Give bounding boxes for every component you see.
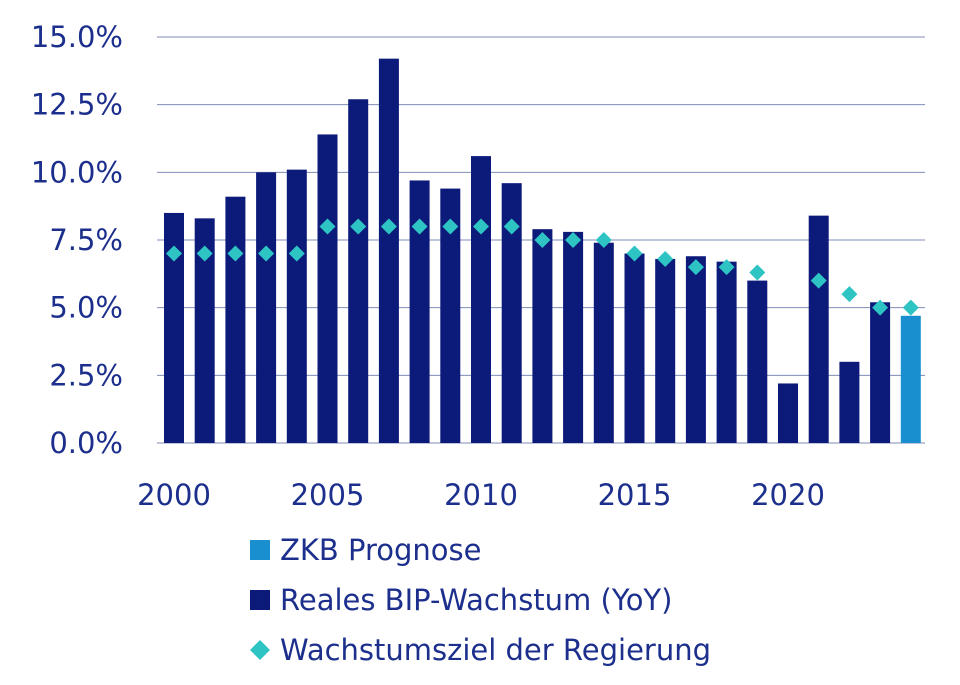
x-tick-label: 2010 — [444, 478, 518, 512]
x-tick-label: 2000 — [137, 478, 211, 512]
gdp-growth-bar — [778, 383, 798, 443]
legend-swatch — [250, 590, 270, 610]
gdp-growth-bar — [532, 229, 553, 443]
target-markers — [166, 218, 919, 316]
gdp-growth-bar — [348, 99, 369, 444]
target-diamond-marker — [473, 218, 489, 235]
y-tick-label: 15.0% — [31, 20, 123, 54]
gdp-growth-bar — [378, 58, 399, 444]
x-tick-label: 2020 — [751, 478, 825, 512]
legend-swatch — [250, 540, 270, 560]
legend-item-target: Wachstumsziel der Regierung — [250, 633, 711, 667]
gdp-growth-bar — [164, 212, 184, 443]
legend-item-gdp-growth: Reales BIP-Wachstum (YoY) — [250, 583, 672, 617]
target-diamond-marker — [810, 272, 827, 289]
gdp-growth-bar — [409, 180, 430, 443]
target-diamond-marker — [166, 245, 182, 262]
y-tick-label: 7.5% — [49, 223, 123, 257]
legend-label: ZKB Prognose — [280, 533, 482, 567]
target-diamond-marker — [380, 218, 397, 235]
target-diamond-marker — [749, 264, 766, 281]
y-tick-label: 5.0% — [49, 291, 123, 325]
target-diamond-marker — [657, 250, 674, 267]
target-diamond-marker — [687, 259, 704, 276]
target-diamond-marker — [258, 245, 275, 262]
legend-label: Wachstumsziel der Regierung — [280, 633, 711, 667]
gdp-growth-bar — [624, 253, 645, 443]
gdp-growth-bar — [808, 215, 829, 443]
gdp-growth-bar — [870, 302, 891, 443]
target-diamond-marker — [595, 232, 612, 248]
gdp-growth-bar — [194, 218, 215, 443]
x-axis-tick-labels: 2000 2005 2010 2015 2020 — [137, 478, 825, 512]
gdp-growth-bar — [563, 231, 584, 443]
gdp-growth-bar — [225, 196, 246, 443]
legend: ZKB Prognose Reales BIP-Wachstum (YoY) Wac… — [250, 533, 711, 667]
x-tick-label: 2005 — [291, 478, 365, 512]
gdp-growth-bar — [839, 361, 860, 443]
target-diamond-marker — [534, 232, 551, 248]
gdp-growth-bar — [501, 183, 522, 443]
gdp-growth-bar — [317, 134, 338, 443]
legend-label: Reales BIP-Wachstum (YoY) — [280, 583, 672, 617]
gdp-growth-bar — [685, 256, 706, 443]
target-diamond-marker — [288, 245, 305, 262]
gdp-growth-bar — [747, 280, 768, 443]
target-diamond-marker — [227, 245, 244, 262]
target-diamond-marker — [442, 218, 459, 235]
target-diamond-marker — [902, 299, 919, 316]
target-diamond-marker — [350, 218, 367, 235]
target-diamond-marker — [872, 299, 889, 316]
target-diamond-marker — [565, 232, 582, 248]
gdp-growth-bar — [716, 261, 737, 443]
gdp-growth-bar — [593, 242, 614, 443]
target-diamond-marker — [841, 286, 858, 303]
target-diamond-marker — [196, 245, 213, 262]
y-tick-label: 0.0% — [49, 426, 123, 460]
target-diamond-marker — [319, 218, 336, 235]
gdp-growth-bar — [440, 188, 461, 443]
target-diamond-marker — [718, 259, 735, 276]
legend-swatch — [250, 640, 270, 660]
y-tick-label: 2.5% — [49, 358, 123, 392]
gdp-growth-bar — [256, 172, 277, 444]
target-diamond-marker — [626, 245, 643, 262]
y-tick-label: 10.0% — [31, 155, 123, 189]
y-axis-tick-labels: 0.0% 2.5% 5.0% 7.5% 10.0% 12.5% 15.0% — [31, 20, 123, 460]
legend-item-forecast: ZKB Prognose — [250, 533, 482, 567]
target-diamond-marker — [411, 218, 428, 235]
gdp-growth-bar — [286, 169, 307, 444]
bars — [164, 58, 921, 444]
y-tick-label: 12.5% — [31, 88, 123, 122]
target-diamond-marker — [503, 218, 520, 235]
gdp-growth-bar — [471, 156, 491, 444]
x-tick-label: 2015 — [598, 478, 672, 512]
gdp-growth-bar — [655, 258, 676, 443]
forecast-bar — [900, 315, 921, 443]
